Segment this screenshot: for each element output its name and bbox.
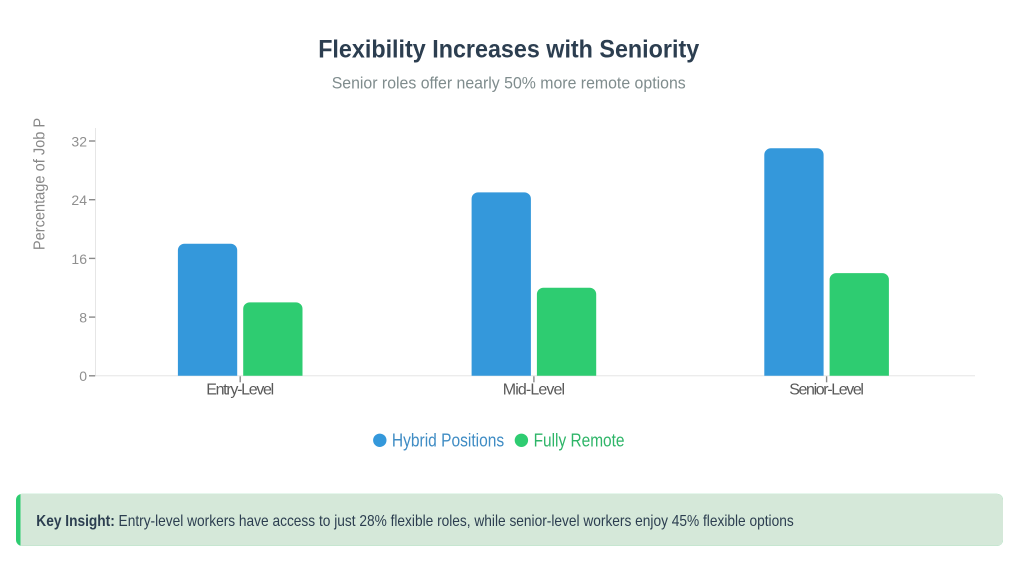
svg-text:Flexibility Increases with Sen: Flexibility Increases with Seniority xyxy=(318,35,699,63)
svg-text:24: 24 xyxy=(71,192,87,208)
svg-text:Senior roles offer nearly 50%: Senior roles offer nearly 50% more remot… xyxy=(332,73,686,92)
svg-text:Entry-Level: Entry-Level xyxy=(206,382,274,399)
svg-text:Hybrid Positions: Hybrid Positions xyxy=(392,430,504,450)
svg-text:8: 8 xyxy=(79,310,87,326)
svg-text:16: 16 xyxy=(71,251,87,267)
svg-text:Key Insight: Entry-level worke: Key Insight: Entry-level workers have ac… xyxy=(36,513,793,530)
svg-text:0: 0 xyxy=(79,368,87,384)
svg-text:Senior-Level: Senior-Level xyxy=(789,382,864,399)
svg-text:Mid-Level: Mid-Level xyxy=(503,382,565,399)
svg-text:32: 32 xyxy=(71,133,87,149)
svg-text:Fully Remote: Fully Remote xyxy=(534,430,625,450)
svg-text:Percentage of Job P: Percentage of Job P xyxy=(32,118,49,250)
